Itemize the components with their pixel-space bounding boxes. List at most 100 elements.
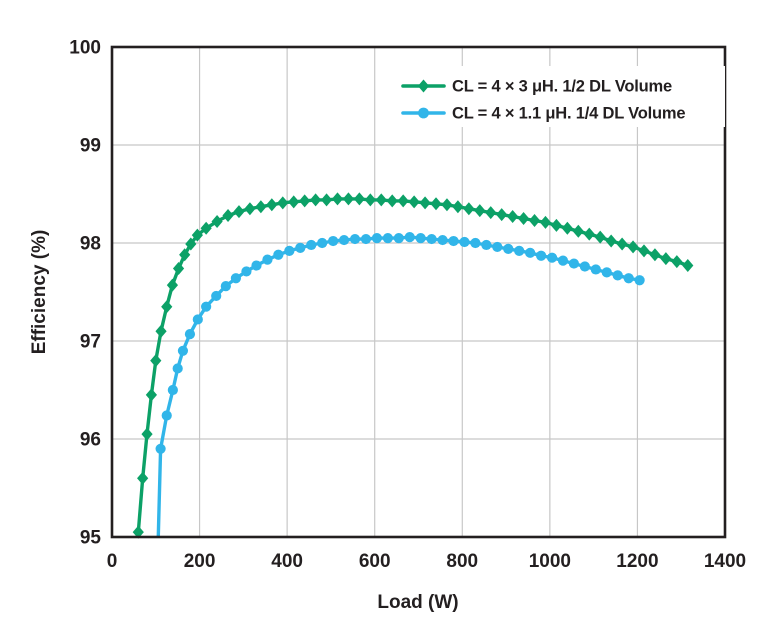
x-tick-labels: 0 200 400 600 800 1000 1200 1400	[107, 551, 746, 572]
data-point-diamond	[141, 427, 153, 441]
data-point-diamond	[172, 261, 185, 275]
data-point-diamond	[132, 525, 144, 539]
plot-border	[110, 45, 727, 539]
data-point-circle	[241, 266, 252, 277]
data-point-diamond	[528, 213, 541, 227]
data-point-circle	[492, 241, 503, 253]
data-point-diamond	[288, 195, 300, 209]
data-point-diamond	[616, 237, 628, 251]
data-point-circle	[201, 301, 212, 312]
data-point-circle	[590, 264, 601, 275]
y-tick-label: 99	[80, 136, 101, 157]
y-tick-label: 96	[80, 430, 101, 451]
data-point-diamond	[485, 206, 497, 220]
data-point-diamond	[660, 252, 672, 266]
legend-label: CL = 4 × 1.1 μH. 1/4 DL Volume	[452, 105, 685, 123]
data-point-diamond	[244, 202, 256, 216]
legend-item: CL = 4 × 1.1 μH. 1/4 DL Volume	[401, 105, 686, 123]
data-point-diamond	[496, 208, 508, 222]
data-point-circle	[220, 281, 231, 292]
data-point-diamond	[638, 244, 650, 258]
data-point-diamond	[474, 204, 486, 218]
data-point-diamond	[507, 210, 519, 224]
data-point-diamond	[277, 196, 289, 210]
data-point-diamond	[166, 278, 179, 292]
data-point-circle	[328, 235, 339, 247]
y-tick-label: 98	[80, 234, 101, 255]
data-point-diamond	[222, 209, 234, 223]
data-point-diamond	[419, 196, 431, 210]
data-point-circle	[623, 273, 634, 284]
legend-item: CL = 4 × 3 μH. 1/2 DL Volume	[401, 78, 672, 96]
data-point-diamond	[671, 255, 683, 269]
data-point-diamond	[627, 240, 639, 254]
data-point-circle	[382, 233, 393, 244]
data-point-circle	[426, 233, 437, 245]
x-axis-title: Load (W)	[377, 592, 458, 613]
legend-marker-circle-icon	[418, 107, 429, 119]
x-tick-label: 600	[359, 551, 391, 572]
data-point-circle	[192, 314, 203, 325]
x-tick-label: 800	[446, 551, 478, 572]
data-point-circle	[177, 345, 189, 356]
data-point-diamond	[649, 248, 661, 262]
data-point-circle	[371, 233, 383, 244]
data-point-diamond	[185, 237, 197, 251]
data-point-diamond	[430, 197, 442, 211]
data-point-diamond	[255, 200, 267, 214]
data-point-diamond	[145, 388, 158, 402]
data-point-circle	[167, 384, 178, 396]
data-point-diamond	[137, 471, 149, 485]
series-2-markers	[155, 232, 645, 454]
legend: CL = 4 × 3 μH. 1/2 DL Volume CL = 4 × 1.1…	[397, 66, 725, 127]
legend-background	[397, 66, 725, 127]
data-point-diamond	[605, 234, 617, 248]
series-markers	[132, 192, 694, 539]
data-point-diamond	[682, 259, 694, 273]
data-point-diamond	[150, 354, 162, 368]
data-point-circle	[448, 235, 459, 247]
data-point-circle	[459, 236, 470, 248]
x-tick-label: 1200	[616, 551, 658, 572]
x-tick-label: 1400	[704, 551, 746, 572]
data-point-diamond	[179, 248, 191, 262]
data-point-diamond	[550, 218, 563, 232]
x-tick-label: 0	[107, 551, 118, 572]
data-point-diamond	[572, 224, 584, 238]
data-point-diamond	[463, 202, 475, 216]
data-point-circle	[338, 234, 350, 246]
data-point-circle	[546, 252, 558, 263]
data-point-circle	[557, 255, 569, 266]
data-point-diamond	[342, 192, 355, 206]
legend-label: CL = 4 × 3 μH. 1/2 DL Volume	[452, 78, 672, 96]
data-point-circle	[536, 250, 547, 261]
x-tick-label: 400	[271, 551, 303, 572]
data-point-circle	[514, 245, 525, 256]
data-point-diamond	[155, 324, 167, 338]
data-point-circle	[525, 247, 536, 258]
data-point-circle	[568, 258, 580, 269]
data-point-circle	[230, 273, 242, 284]
data-point-circle	[612, 270, 623, 281]
data-point-diamond	[517, 212, 530, 225]
data-point-diamond	[200, 221, 212, 235]
data-point-circle	[317, 237, 328, 249]
data-point-diamond	[233, 205, 245, 219]
gridlines	[112, 47, 725, 537]
data-point-circle	[503, 243, 514, 254]
data-point-circle	[284, 245, 295, 256]
data-point-circle	[404, 232, 415, 243]
y-axis-title: Efficiency (%)	[29, 230, 50, 355]
data-point-diamond	[583, 227, 595, 241]
data-point-circle	[251, 260, 262, 271]
data-point-circle	[634, 275, 645, 286]
data-point-circle	[273, 249, 284, 260]
data-point-circle	[579, 261, 590, 272]
data-point-circle	[295, 242, 306, 253]
data-point-circle	[481, 239, 492, 251]
data-point-diamond	[386, 194, 398, 208]
data-point-circle	[393, 233, 404, 244]
data-point-circle	[415, 233, 426, 244]
data-point-diamond	[299, 194, 311, 208]
